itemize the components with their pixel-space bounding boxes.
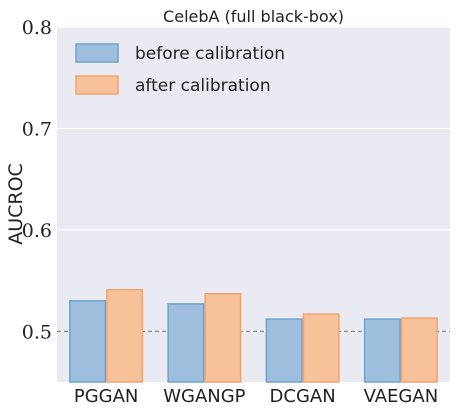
legend-swatch-after-calibration — [75, 75, 119, 95]
x-tick-label: VAEGAN — [364, 386, 439, 407]
legend-label-after-calibration: after calibration — [135, 76, 271, 96]
legend-swatch-before-calibration — [75, 43, 119, 63]
bar-dcgan-before — [265, 318, 303, 383]
bar-vaegan-after — [400, 317, 438, 383]
y-tick-labels: 0.5 0.6 0.7 0.8 — [22, 17, 52, 343]
bar-vaegan-before — [363, 318, 401, 383]
bar-pggan-before — [69, 300, 107, 383]
bar-wgangp-after — [204, 293, 242, 383]
y-tick-label: 0.6 — [22, 220, 52, 242]
bar-wgangp-before — [167, 303, 205, 383]
x-tick-label: PGGAN — [74, 386, 139, 407]
y-tick-label: 0.8 — [22, 17, 52, 39]
bars — [69, 288, 438, 383]
y-tick-label: 0.7 — [22, 118, 52, 140]
x-tick-label: DCGAN — [270, 386, 336, 407]
legend-label-before-calibration: before calibration — [135, 44, 285, 64]
chart-title: CelebA (full black-box) — [163, 7, 344, 26]
y-axis-label: AUCROC — [5, 163, 27, 245]
bar-pggan-after — [106, 288, 144, 383]
x-tick-label: WGANGP — [163, 386, 245, 407]
y-tick-label: 0.5 — [22, 321, 52, 343]
legend: before calibration after calibration — [75, 43, 285, 96]
bar-dcgan-after — [302, 313, 340, 383]
x-tick-labels: PGGAN WGANGP DCGAN VAEGAN — [74, 386, 438, 407]
